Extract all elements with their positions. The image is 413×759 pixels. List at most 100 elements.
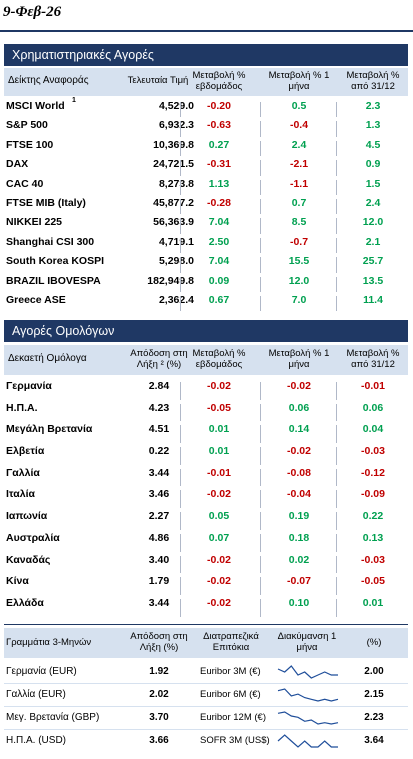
market-ytd: 1.5 xyxy=(365,177,381,190)
bond-yield: 0.22 xyxy=(148,445,170,458)
bond-row: Καναδάς 3.40 -0.02 0.02 -0.03 xyxy=(4,554,408,576)
interbank-rate-value: 2.23 xyxy=(364,712,384,723)
bond-month: -0.04 xyxy=(287,488,311,501)
column-divider xyxy=(336,512,337,530)
bond-yield: 3.44 xyxy=(148,466,170,479)
market-last: 5,298.0 xyxy=(158,255,194,268)
column-divider xyxy=(336,468,337,487)
market-ytd: 0.9 xyxy=(365,158,381,171)
column-divider xyxy=(336,598,337,617)
market-name: S&P 500 xyxy=(6,119,48,132)
market-name: South Korea KOSPI xyxy=(6,255,105,268)
bond-month: 0.02 xyxy=(288,553,310,566)
market-week: 7.04 xyxy=(208,216,230,229)
bond-ytd: -0.05 xyxy=(361,575,385,588)
market-month: 12.0 xyxy=(288,274,310,287)
market-week: 0.67 xyxy=(208,293,230,306)
market-week: -0.63 xyxy=(207,119,231,132)
market-name: BRAZIL IBOVESPA xyxy=(6,274,101,287)
bond-week: -0.01 xyxy=(207,466,231,479)
column-divider xyxy=(260,121,261,137)
column-divider xyxy=(260,295,261,312)
bonds-header-yield: Απόδοση στη Λήξη ² (%) xyxy=(130,348,188,370)
market-name: FTSE MIB (Italy) xyxy=(6,196,86,209)
column-divider xyxy=(180,598,181,617)
bond-row: Κίνα 1.79 -0.02 -0.07 -0.05 xyxy=(4,575,408,597)
trend-sparkline xyxy=(277,665,338,679)
bond-row: Γερμανία 2.84 -0.02 -0.02 -0.01 xyxy=(4,380,408,402)
column-divider xyxy=(180,490,181,509)
column-divider xyxy=(336,198,337,215)
market-row: NIKKEI 225 56,363.9 7.04 8.5 12.0 xyxy=(4,216,408,235)
bond-month: -0.08 xyxy=(287,466,311,479)
market-footnote: 1 xyxy=(72,97,76,104)
column-divider xyxy=(180,179,181,195)
column-divider xyxy=(260,447,261,465)
bond-name: Κίνα xyxy=(6,575,29,588)
interbank-rate-name: SOFR 3M (US$) xyxy=(200,735,270,746)
bills-header-value: (%) xyxy=(366,637,382,648)
column-divider xyxy=(180,577,181,595)
bond-ytd: 0.04 xyxy=(362,423,384,436)
column-divider xyxy=(336,555,337,574)
column-divider xyxy=(260,102,261,118)
column-divider xyxy=(260,237,261,254)
bill-yield: 3.70 xyxy=(149,712,169,723)
column-divider xyxy=(336,218,337,234)
column-divider xyxy=(260,140,261,157)
column-divider xyxy=(336,102,337,118)
bonds-header-ytd: Μεταβολή % από 31/12 xyxy=(346,348,400,370)
interbank-rate-value: 2.00 xyxy=(364,666,384,677)
bills-header-rate: Διατραπεζικά Επιτόκια xyxy=(203,631,259,653)
market-last: 24,721.5 xyxy=(153,158,194,171)
column-divider xyxy=(180,447,181,465)
row-divider xyxy=(4,729,408,730)
column-divider xyxy=(260,276,261,292)
bill-row: Μεγ. Βρετανία (GBP) 3.70 Euribor 12M (€) 2.… xyxy=(4,708,408,730)
market-month: 0.7 xyxy=(291,196,307,209)
bonds-header: Δεκαετή Ομόλογα Απόδοση στη Λήξη ² (%) Μ… xyxy=(4,345,408,375)
market-ytd: 2.1 xyxy=(365,235,381,248)
bond-ytd: -0.09 xyxy=(361,488,385,501)
market-row: MSCI World 1 4,529.0 -0.20 0.5 2.3 xyxy=(4,97,408,119)
bond-month: -0.07 xyxy=(287,575,311,588)
bond-yield: 2.84 xyxy=(148,380,170,392)
market-month: -2.1 xyxy=(289,158,309,171)
bond-row: Ιαπωνία 2.27 0.05 0.19 0.22 xyxy=(4,510,408,532)
bond-ytd: -0.03 xyxy=(361,553,385,566)
bond-week: -0.02 xyxy=(207,380,231,392)
bond-row: Γαλλία 3.44 -0.01 -0.08 -0.12 xyxy=(4,467,408,489)
bond-name: Η.Π.Α. xyxy=(6,401,38,414)
column-divider xyxy=(336,295,337,312)
market-month: 7.0 xyxy=(291,293,307,306)
column-divider xyxy=(336,533,337,552)
bond-name: Γερμανία xyxy=(6,380,52,392)
bond-week: -0.02 xyxy=(207,488,231,501)
bond-week: -0.02 xyxy=(207,575,231,588)
market-month: -0.4 xyxy=(289,119,309,132)
market-ytd: 12.0 xyxy=(362,216,384,229)
market-last: 4,529.0 xyxy=(158,100,194,112)
row-divider xyxy=(4,683,408,684)
bond-row: Η.Π.Α. 4.23 -0.05 0.06 0.06 xyxy=(4,402,408,424)
market-last: 6,932.3 xyxy=(158,119,194,132)
column-divider xyxy=(180,218,181,234)
column-divider xyxy=(180,121,181,137)
bond-week: 0.05 xyxy=(208,510,230,523)
markets-header-index: Δείκτης Αναφοράς xyxy=(8,75,89,86)
column-divider xyxy=(180,140,181,157)
column-divider xyxy=(336,257,337,273)
market-row: South Korea KOSPI 5,298.0 7.04 15.5 25.7 xyxy=(4,255,408,274)
market-ytd: 2.3 xyxy=(365,100,381,112)
market-last: 4,719.1 xyxy=(158,235,194,248)
market-name: FTSE 100 xyxy=(6,138,54,151)
trend-sparkline xyxy=(277,734,338,748)
trend-sparkline xyxy=(277,688,339,702)
column-divider xyxy=(260,257,261,273)
column-divider xyxy=(180,533,181,552)
bond-name: Ελβετία xyxy=(6,445,45,458)
market-last: 45,877.2 xyxy=(153,196,194,209)
column-divider xyxy=(260,468,261,487)
column-divider xyxy=(260,382,261,400)
bill-name: Μεγ. Βρετανία (GBP) xyxy=(6,712,100,723)
